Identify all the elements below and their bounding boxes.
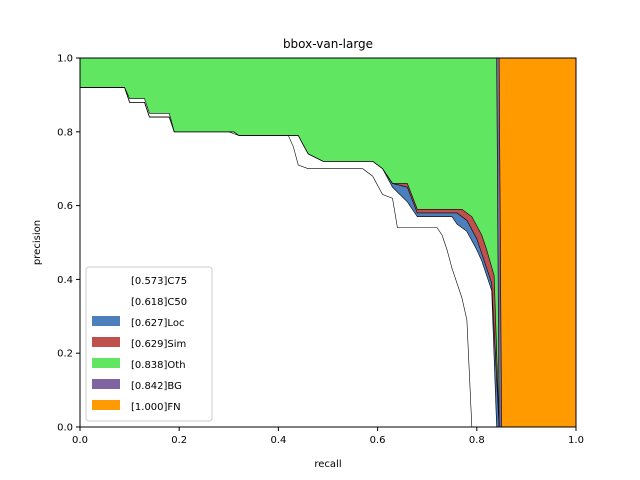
x-tick-label: 1.0: [568, 435, 584, 446]
legend-swatch-loc: [92, 316, 120, 326]
y-tick-label: 0.8: [57, 127, 73, 138]
y-tick-label: 1.0: [57, 54, 73, 65]
legend-label-sim: [0.629]Sim: [131, 339, 186, 350]
x-axis-label: recall: [314, 459, 341, 470]
legend-label-oth: [0.838]Oth: [131, 360, 186, 371]
x-tick-label: 0.2: [171, 435, 187, 446]
y-tick-label: 0.4: [57, 275, 73, 286]
legend: [0.573]C75 [0.618]C50 [0.627]Loc [0.629]Sim…: [85, 266, 213, 422]
y-tick-label: 0.6: [57, 201, 73, 212]
legend-swatch-bg: [92, 379, 120, 389]
legend-label-c50: [0.618]C50: [131, 297, 187, 308]
curve-sim: [80, 87, 500, 428]
legend-label-c75: [0.573]C75: [131, 276, 187, 287]
legend-swatch-oth: [92, 358, 120, 368]
legend-label-fn: [1.000]FN: [131, 402, 181, 413]
y-axis-ticks: 0.0 0.2 0.4 0.6 0.8 1.0: [57, 54, 80, 434]
legend-swatch-c50: [92, 295, 120, 305]
plot-frame: [79, 57, 577, 428]
curve-c75: [80, 87, 473, 428]
chart-title: bbox-van-large: [283, 37, 373, 51]
x-axis-ticks: 0.0 0.2 0.4 0.6 0.8 1.0: [72, 427, 584, 446]
y-tick-label: 0.0: [57, 423, 73, 434]
x-tick-label: 0.4: [270, 435, 286, 446]
y-tick-label: 0.2: [57, 349, 73, 360]
legend-swatch-fn: [92, 400, 120, 410]
x-tick-label: 0.8: [469, 435, 485, 446]
legend-label-loc: [0.627]Loc: [131, 318, 184, 329]
y-axis-label: precision: [32, 220, 43, 265]
legend-swatch-c75: [92, 274, 120, 284]
x-tick-label: 0.0: [72, 435, 88, 446]
x-tick-label: 0.6: [370, 435, 386, 446]
legend-swatch-sim: [92, 337, 120, 347]
legend-label-bg: [0.842]BG: [131, 381, 182, 392]
